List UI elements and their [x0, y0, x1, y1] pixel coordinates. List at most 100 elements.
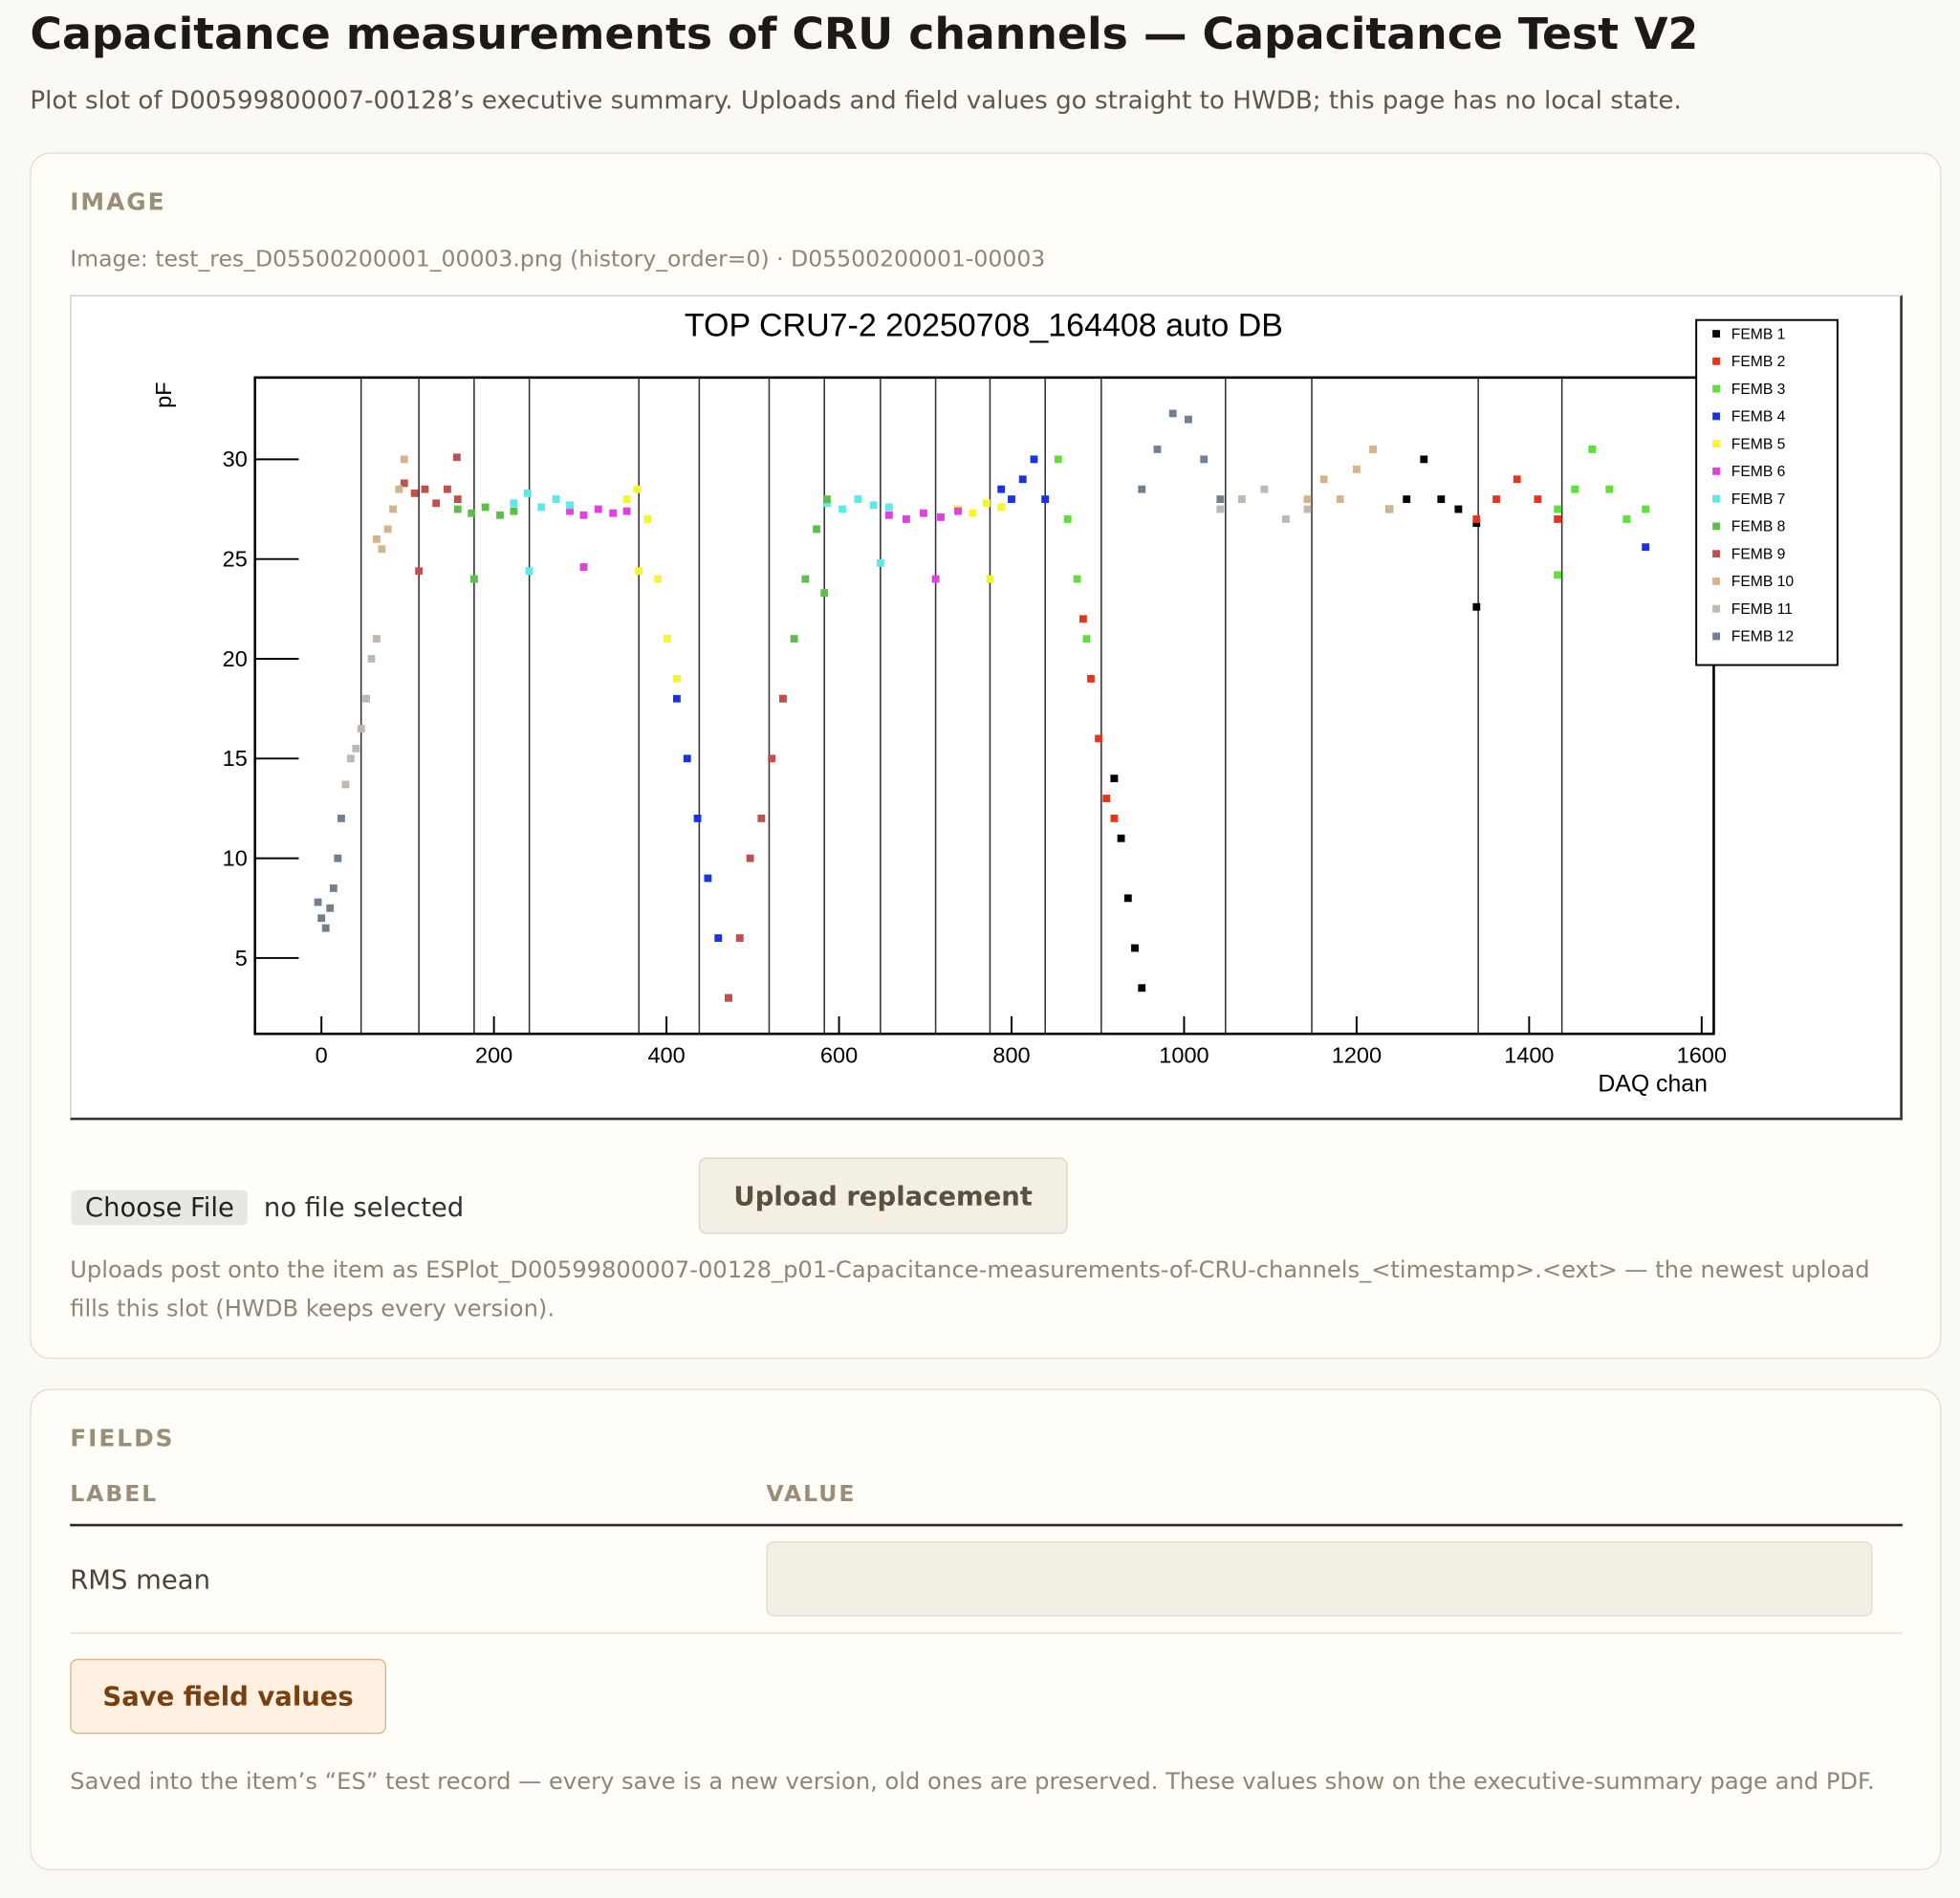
data-point — [1437, 495, 1446, 504]
x-tick-label: 600 — [820, 1042, 858, 1067]
data-point — [884, 503, 893, 512]
data-point — [838, 505, 847, 513]
data-point — [1336, 495, 1344, 504]
legend-label: FEMB 9 — [1731, 546, 1786, 562]
data-point — [822, 495, 831, 504]
data-point — [1420, 455, 1428, 464]
data-point — [1110, 774, 1119, 783]
data-point — [937, 513, 945, 521]
plot-frame: TOP CRU7-2 20250708_164408 auto DB pF DA… — [70, 295, 1903, 1121]
data-point — [452, 453, 461, 462]
data-point — [1303, 495, 1312, 504]
data-point — [813, 525, 821, 534]
data-point — [415, 567, 424, 576]
y-tick-label: 5 — [235, 946, 248, 971]
data-point — [778, 694, 787, 703]
data-point — [854, 495, 862, 504]
column-header: LABEL — [70, 1481, 159, 1508]
data-point — [790, 635, 798, 644]
legend-marker — [1712, 384, 1720, 393]
data-point — [1534, 495, 1542, 504]
legend-label: FEMB 1 — [1731, 326, 1786, 342]
data-point — [329, 884, 338, 892]
section-label: FIELDS — [70, 1425, 175, 1453]
save-button[interactable]: Save field values — [70, 1658, 386, 1734]
fields-note: Saved into the item’s “ES” test record —… — [70, 1768, 1875, 1796]
data-point — [579, 511, 588, 519]
data-point — [1117, 834, 1125, 842]
data-point — [1622, 515, 1631, 523]
legend-label: FEMB 6 — [1731, 464, 1786, 480]
data-point — [321, 924, 330, 932]
data-point — [314, 898, 322, 906]
data-point — [1403, 495, 1411, 504]
data-point — [997, 485, 1006, 493]
data-point — [1319, 475, 1328, 484]
x-axis-label: DAQ chan — [1598, 1071, 1708, 1097]
page-subtitle: Plot slot of D00599800007-00128’s execut… — [30, 84, 1682, 116]
data-point — [801, 575, 810, 583]
legend-label: FEMB 11 — [1731, 601, 1793, 618]
data-point — [1216, 495, 1225, 504]
data-point — [1605, 485, 1614, 493]
data-point — [400, 455, 408, 464]
data-point — [920, 509, 927, 517]
legend-marker — [1712, 330, 1720, 338]
y-tick-label: 25 — [223, 547, 248, 572]
data-point — [346, 754, 355, 763]
data-point — [421, 485, 429, 493]
data-point — [986, 575, 994, 583]
legend-marker — [1712, 440, 1720, 448]
data-point — [453, 495, 462, 504]
data-point — [362, 694, 371, 703]
upload-note: Uploads post onto the item as ESPlot_D00… — [70, 1257, 1870, 1323]
section-label: IMAGE — [70, 188, 166, 217]
data-point — [525, 567, 534, 576]
legend-label: FEMB 5 — [1731, 436, 1786, 452]
data-point — [672, 674, 681, 683]
data-point — [1078, 615, 1087, 623]
data-point — [1008, 495, 1015, 504]
data-point — [1102, 795, 1111, 802]
data-point — [352, 744, 360, 753]
data-point — [1216, 505, 1225, 513]
data-point — [326, 904, 335, 912]
legend-label: FEMB 2 — [1731, 354, 1786, 370]
data-point — [1260, 485, 1269, 493]
data-point — [768, 754, 776, 763]
data-point — [1131, 944, 1139, 952]
data-point — [1554, 515, 1562, 523]
data-point — [395, 485, 403, 493]
data-point — [317, 914, 326, 923]
x-tick-label: 200 — [475, 1042, 512, 1067]
data-point — [1041, 495, 1050, 504]
data-point — [714, 934, 723, 943]
data-point — [469, 575, 478, 583]
data-point — [1138, 984, 1146, 993]
data-point — [622, 507, 631, 515]
legend-label: FEMB 8 — [1731, 519, 1786, 535]
data-point — [725, 993, 732, 1002]
data-point — [1642, 543, 1650, 552]
plot-area — [253, 376, 1715, 1036]
image-card: IMAGE Image: test_res_D05500200001_00003… — [30, 152, 1942, 1360]
data-point — [443, 485, 451, 493]
data-point — [373, 635, 381, 644]
data-point — [822, 499, 831, 508]
data-point — [664, 635, 671, 644]
legend-marker — [1712, 412, 1720, 421]
field-input[interactable] — [766, 1541, 1873, 1617]
data-point — [537, 503, 546, 512]
choose-file-button[interactable]: Choose File — [71, 1189, 249, 1226]
data-point — [1454, 505, 1463, 513]
data-point — [594, 505, 602, 513]
data-point — [378, 545, 386, 554]
data-point — [1369, 446, 1377, 453]
x-tick-label: 1200 — [1332, 1042, 1382, 1067]
data-point — [969, 509, 977, 517]
upload-button[interactable]: Upload replacement — [698, 1157, 1068, 1234]
data-point — [1571, 485, 1579, 493]
data-point — [1138, 485, 1146, 493]
data-point — [1554, 505, 1562, 513]
